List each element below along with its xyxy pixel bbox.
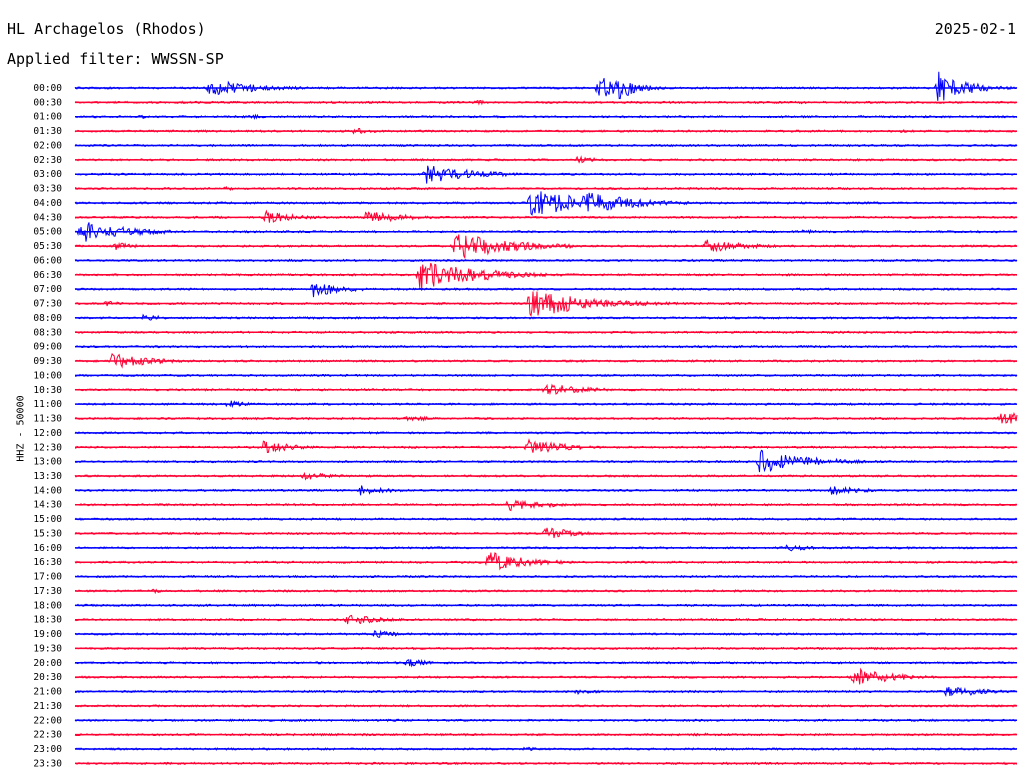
trace-label: 03:30	[33, 184, 62, 195]
trace-label: 15:30	[33, 528, 62, 539]
trace-label: 06:00	[33, 255, 62, 266]
trace-label: 08:00	[33, 313, 62, 324]
trace-label: 17:30	[33, 586, 62, 597]
trace-label: 05:30	[33, 241, 62, 252]
trace-label: 01:00	[33, 112, 62, 123]
trace-label: 00:00	[33, 83, 62, 94]
trace-label: 22:30	[33, 730, 62, 741]
seismic-trace-line	[74, 552, 1018, 571]
trace-label: 16:30	[33, 557, 62, 568]
trace-label: 09:00	[33, 342, 62, 353]
trace-label: 21:00	[33, 687, 62, 698]
seismic-trace-line	[74, 499, 1018, 512]
trace-label: 23:00	[33, 744, 62, 755]
trace-label: 03:00	[33, 169, 62, 180]
channel-axis-label: HHZ - 50000	[15, 395, 27, 462]
trace-label: 04:00	[33, 198, 62, 209]
trace-label: 18:00	[33, 600, 62, 611]
trace-label: 20:00	[33, 658, 62, 669]
trace-time-labels: 00:00 00:30 01:00 01:30 02:00 02:30 03:00 03:30…	[33, 83, 62, 769]
station-title: HL Archagelos (Rhodos)	[7, 20, 206, 38]
trace-label: 14:30	[33, 500, 62, 511]
trace-label: 08:30	[33, 327, 62, 338]
trace-label: 12:00	[33, 428, 62, 439]
trace-label: 12:30	[33, 442, 62, 453]
trace-label: 23:30	[33, 758, 62, 769]
trace-label: 05:00	[33, 227, 62, 238]
trace-label: 04:30	[33, 212, 62, 223]
trace-label: 19:00	[33, 629, 62, 640]
seismic-trace-line	[74, 71, 1018, 101]
trace-label: 17:00	[33, 572, 62, 583]
seismic-traces	[74, 71, 1018, 766]
trace-label: 02:30	[33, 155, 62, 166]
trace-label: 13:00	[33, 457, 62, 468]
trace-label: 11:30	[33, 414, 62, 425]
trace-label: 22:00	[33, 715, 62, 726]
trace-label: 07:30	[33, 299, 62, 310]
trace-label: 21:30	[33, 701, 62, 712]
trace-label: 02:00	[33, 140, 62, 151]
trace-label: 18:30	[33, 615, 62, 626]
trace-label: 14:00	[33, 485, 62, 496]
trace-label: 19:30	[33, 643, 62, 654]
trace-label: 11:00	[33, 399, 62, 410]
trace-label: 15:00	[33, 514, 62, 525]
trace-label: 06:30	[33, 270, 62, 281]
filter-label: Applied filter: WWSSN-SP	[7, 50, 224, 68]
trace-label: 13:30	[33, 471, 62, 482]
date-label: 2025-02-1	[934, 20, 1016, 38]
trace-label: 10:00	[33, 370, 62, 381]
trace-label: 10:30	[33, 385, 62, 396]
trace-label: 20:30	[33, 672, 62, 683]
trace-label: 07:00	[33, 284, 62, 295]
trace-label: 00:30	[33, 97, 62, 108]
seismic-trace-line	[75, 438, 1018, 454]
trace-label: 01:30	[33, 126, 62, 137]
trace-label: 16:00	[33, 543, 62, 554]
seismic-trace-line	[74, 262, 1018, 290]
trace-label: 09:30	[33, 356, 62, 367]
